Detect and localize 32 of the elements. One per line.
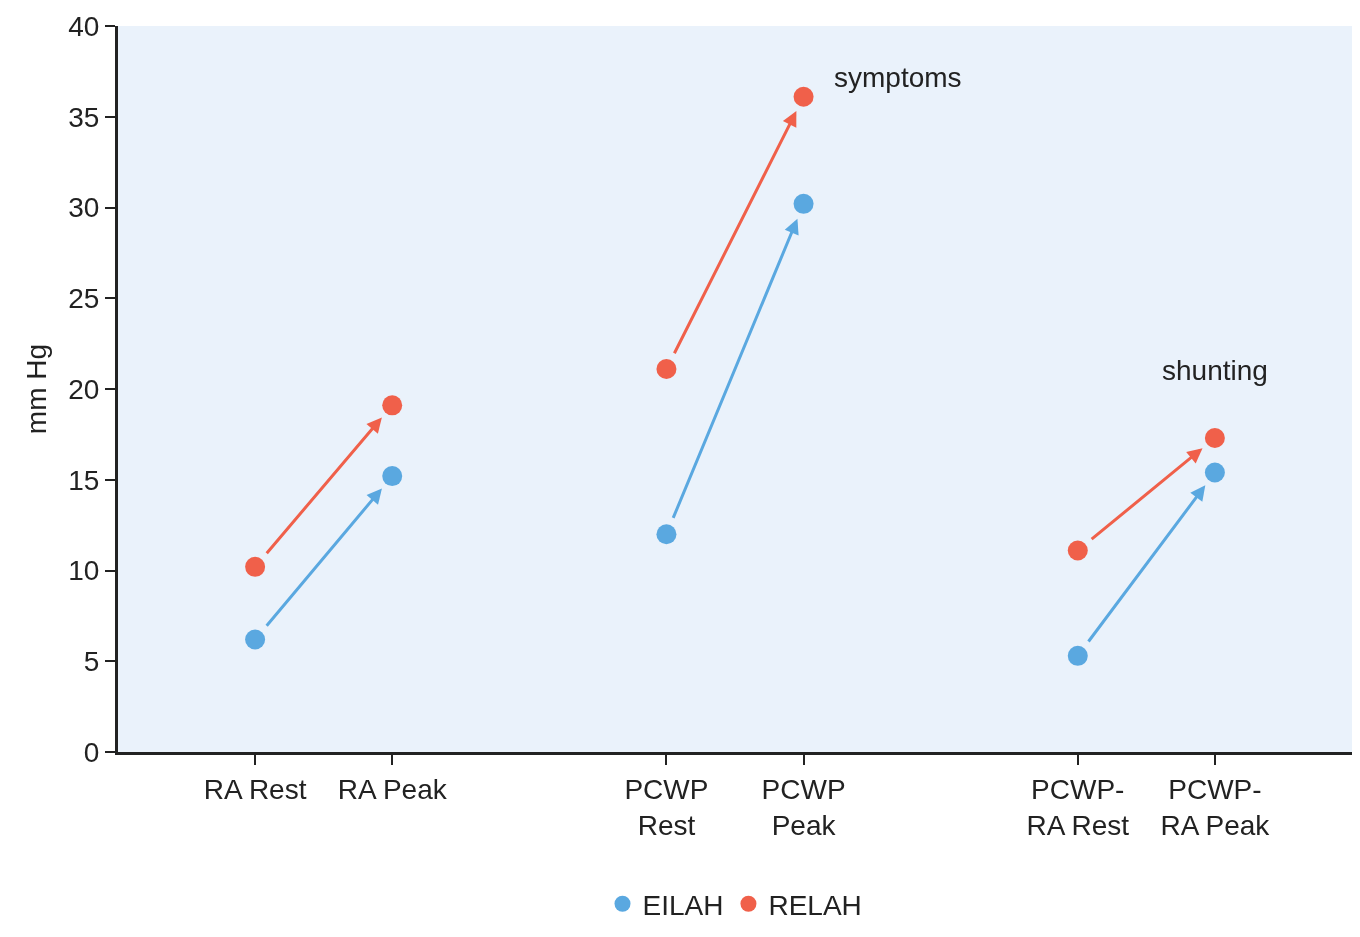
y-tick-label: 30 [68,192,100,224]
x-tick-label: RA Rest [203,773,307,805]
x-tick-label: PCWP Peak [761,773,846,841]
y-tick-label: 35 [68,101,100,133]
annotation: shunting [1162,355,1268,386]
point [245,629,266,650]
y-tick-label: 15 [68,464,100,496]
y-tick-label: 25 [68,283,100,315]
legend-label: RELAH [768,889,862,921]
point [793,193,814,214]
x-tick-label: PCWP Rest [624,773,709,841]
x-tick-label: PCWP-RA Rest [1026,773,1130,841]
y-tick-label: 20 [68,373,100,405]
point [1204,428,1225,448]
point [1067,645,1088,666]
point [382,466,403,487]
x-tick-label: RA Peak [337,773,448,805]
legend-label: EILAH [642,889,724,921]
point [1067,540,1088,561]
y-tick-label: 0 [83,736,100,768]
point [1204,462,1225,483]
y-tick-label: 5 [83,646,100,678]
annotation: symptoms [834,62,962,93]
point [382,395,403,416]
y-tick-label: 10 [68,555,100,587]
point [656,524,677,545]
x-tick-label: PCWP-RA Peak [1160,773,1271,841]
y-tick-label: 40 [68,10,100,42]
point [245,556,266,577]
y-axis-title: mm Hg [20,343,52,435]
point [656,359,677,380]
point [793,86,814,107]
